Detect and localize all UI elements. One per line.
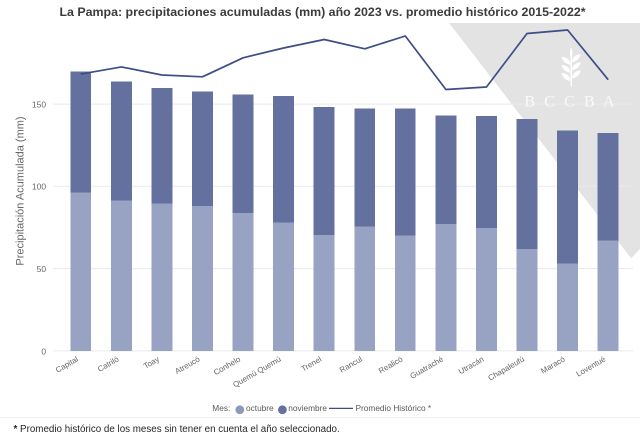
svg-text:B C C B A: B C C B A [524, 94, 617, 111]
svg-text:150: 150 [32, 99, 46, 109]
svg-text:Mes:: Mes: [212, 403, 230, 413]
svg-text:* Promedio histórico de los me: * Promedio histórico de los meses sin te… [14, 424, 340, 435]
svg-text:0: 0 [41, 346, 46, 356]
svg-text:50: 50 [37, 264, 47, 274]
svg-text:La Pampa: precipitaciones acum: La Pampa: precipitaciones acumuladas (mm… [59, 5, 585, 19]
svg-text:100: 100 [32, 182, 46, 192]
svg-text:noviembre: noviembre [288, 403, 327, 413]
svg-text:Precipitación Acumulada (mm): Precipitación Acumulada (mm) [15, 116, 27, 265]
svg-text:octubre: octubre [246, 403, 274, 413]
svg-text:Promedio Histórico *: Promedio Histórico * [356, 403, 432, 413]
